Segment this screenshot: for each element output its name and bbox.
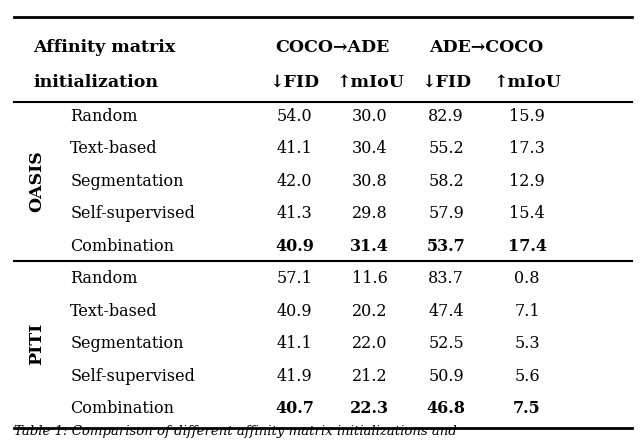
Text: 57.1: 57.1 [276, 271, 312, 287]
Text: 30.8: 30.8 [352, 173, 388, 190]
Text: 41.9: 41.9 [276, 368, 312, 385]
Text: 0.8: 0.8 [515, 271, 540, 287]
Text: 42.0: 42.0 [276, 173, 312, 190]
Text: 12.9: 12.9 [509, 173, 545, 190]
Text: 21.2: 21.2 [352, 368, 387, 385]
Text: ↑mIoU: ↑mIoU [336, 74, 404, 91]
Text: ↓FID: ↓FID [269, 74, 319, 91]
Text: Text-based: Text-based [70, 141, 158, 157]
Text: 15.9: 15.9 [509, 108, 545, 125]
Text: 15.4: 15.4 [509, 206, 545, 222]
Text: ADE→COCO: ADE→COCO [429, 39, 544, 56]
Text: 17.3: 17.3 [509, 141, 545, 157]
Text: Table 1: Comparison of different affinity matrix initializations and: Table 1: Comparison of different affinit… [14, 425, 457, 438]
Text: 7.1: 7.1 [515, 303, 540, 320]
Text: Affinity matrix: Affinity matrix [33, 39, 175, 56]
Text: Text-based: Text-based [70, 303, 158, 320]
Text: 22.0: 22.0 [352, 335, 387, 352]
Text: COCO→ADE: COCO→ADE [275, 39, 389, 56]
Text: Random: Random [70, 108, 138, 125]
Text: 40.9: 40.9 [276, 303, 312, 320]
Text: 53.7: 53.7 [427, 238, 465, 255]
Text: Segmentation: Segmentation [70, 335, 184, 352]
Text: 31.4: 31.4 [350, 238, 389, 255]
Text: Combination: Combination [70, 238, 174, 255]
Text: 41.1: 41.1 [276, 141, 312, 157]
Text: 46.8: 46.8 [427, 400, 466, 418]
Text: 11.6: 11.6 [352, 271, 388, 287]
Text: 52.5: 52.5 [428, 335, 464, 352]
Text: 29.8: 29.8 [352, 206, 388, 222]
Text: Self-supervised: Self-supervised [70, 206, 195, 222]
Text: 41.3: 41.3 [276, 206, 312, 222]
Text: 57.9: 57.9 [428, 206, 464, 222]
Text: 7.5: 7.5 [513, 400, 541, 418]
Text: 82.9: 82.9 [428, 108, 464, 125]
Text: 55.2: 55.2 [428, 141, 464, 157]
Text: Segmentation: Segmentation [70, 173, 184, 190]
Text: 5.3: 5.3 [515, 335, 540, 352]
Text: 54.0: 54.0 [276, 108, 312, 125]
Text: Random: Random [70, 271, 138, 287]
Text: ↑mIoU: ↑mIoU [493, 74, 561, 91]
Text: Self-supervised: Self-supervised [70, 368, 195, 385]
Text: 22.3: 22.3 [350, 400, 389, 418]
Text: 40.9: 40.9 [275, 238, 314, 255]
Text: 20.2: 20.2 [352, 303, 387, 320]
Text: initialization: initialization [33, 74, 158, 91]
Text: 50.9: 50.9 [428, 368, 464, 385]
Text: 83.7: 83.7 [428, 271, 464, 287]
Text: 40.7: 40.7 [275, 400, 314, 418]
Text: 58.2: 58.2 [428, 173, 464, 190]
Text: 47.4: 47.4 [428, 303, 464, 320]
Text: 30.0: 30.0 [352, 108, 387, 125]
Text: 30.4: 30.4 [352, 141, 387, 157]
Text: 17.4: 17.4 [508, 238, 547, 255]
Text: ↓FID: ↓FID [421, 74, 471, 91]
Text: Combination: Combination [70, 400, 174, 418]
Text: PITI: PITI [28, 323, 45, 365]
Text: 41.1: 41.1 [276, 335, 312, 352]
Text: 5.6: 5.6 [515, 368, 540, 385]
Text: OASIS: OASIS [28, 151, 45, 212]
